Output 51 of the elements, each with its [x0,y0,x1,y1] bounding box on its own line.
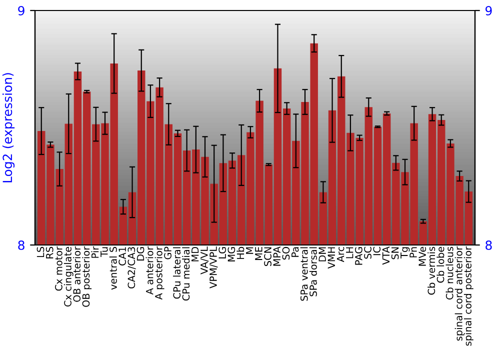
x-tick-label: MG [228,247,236,262]
x-tick-label: LG [218,247,226,258]
y-axis-title: Log2 (expression) [2,73,15,182]
x-tick-label: ventral S [109,246,117,290]
x-tick-label: Tg [400,247,410,259]
x-tick-label: SPa dorsal [309,247,317,296]
x-tick-label: Pa [292,247,299,257]
y2-tick-label: 9 [486,6,492,16]
x-tick-label: Cb lobe [436,246,444,283]
x-tick-label: SO [282,246,290,260]
x-tick-label: GP [164,246,172,260]
x-tick-label: MPA [273,246,280,266]
x-tick-label: A posterior [154,246,164,300]
x-tick-label: Pir [91,246,99,258]
x-tick-label: MD [192,246,199,262]
x-tick-label: CPu medial [182,247,190,301]
x-tick-label: Pn [410,247,417,258]
x-tick-label: Cx cingulate [64,246,74,306]
x-tick-label: spinal cord anterior [454,246,464,341]
x-tick-label: DG [136,247,144,260]
x-tick-label: RS [46,246,54,258]
x-tick-label: A anterior [146,246,154,295]
x-tick-label: ME [255,247,262,260]
x-tick-label: VA/VL [200,246,209,274]
x-tick-label: Arc [336,246,344,262]
x-tick-label: DM [318,247,326,262]
x-tick-label: VMH [328,247,335,269]
x-tick-label: PAG [355,247,362,265]
x-tick-label: OB posterior [82,246,92,307]
x-tick-label: SCN [264,247,272,266]
x-tick-label: Tu [100,247,108,258]
x-tick-label: spinal cord posterior [464,246,474,346]
x-tick-label: SC [364,246,372,259]
x-tick-label: LS [36,246,44,258]
x-tick-label: M [246,247,254,254]
x-tick-label: SPa ventral [300,247,308,301]
x-tick-label: VPM/VPL [210,246,218,288]
x-tick-label: SN [391,247,399,260]
x-tick-label: CA1 [118,247,126,266]
x-tick-label: Cb nucleus [446,246,454,300]
x-tick-label: LH [346,247,354,258]
x-tick-label: OB anterior [73,246,81,302]
x-tick-label: MVe [418,246,426,266]
x-tick-label: CA2/CA3 [128,247,136,288]
x-tick-label: Cb vermis [428,246,436,295]
x-tick-label: Cx motor [55,246,62,291]
y2-tick-label: 8 [486,240,492,250]
x-tick-label: Hb [236,246,244,259]
x-tick-label: VTA [382,246,390,265]
x-tick-label: IC [373,246,381,256]
x-tick-label: CPu lateral [173,247,181,299]
